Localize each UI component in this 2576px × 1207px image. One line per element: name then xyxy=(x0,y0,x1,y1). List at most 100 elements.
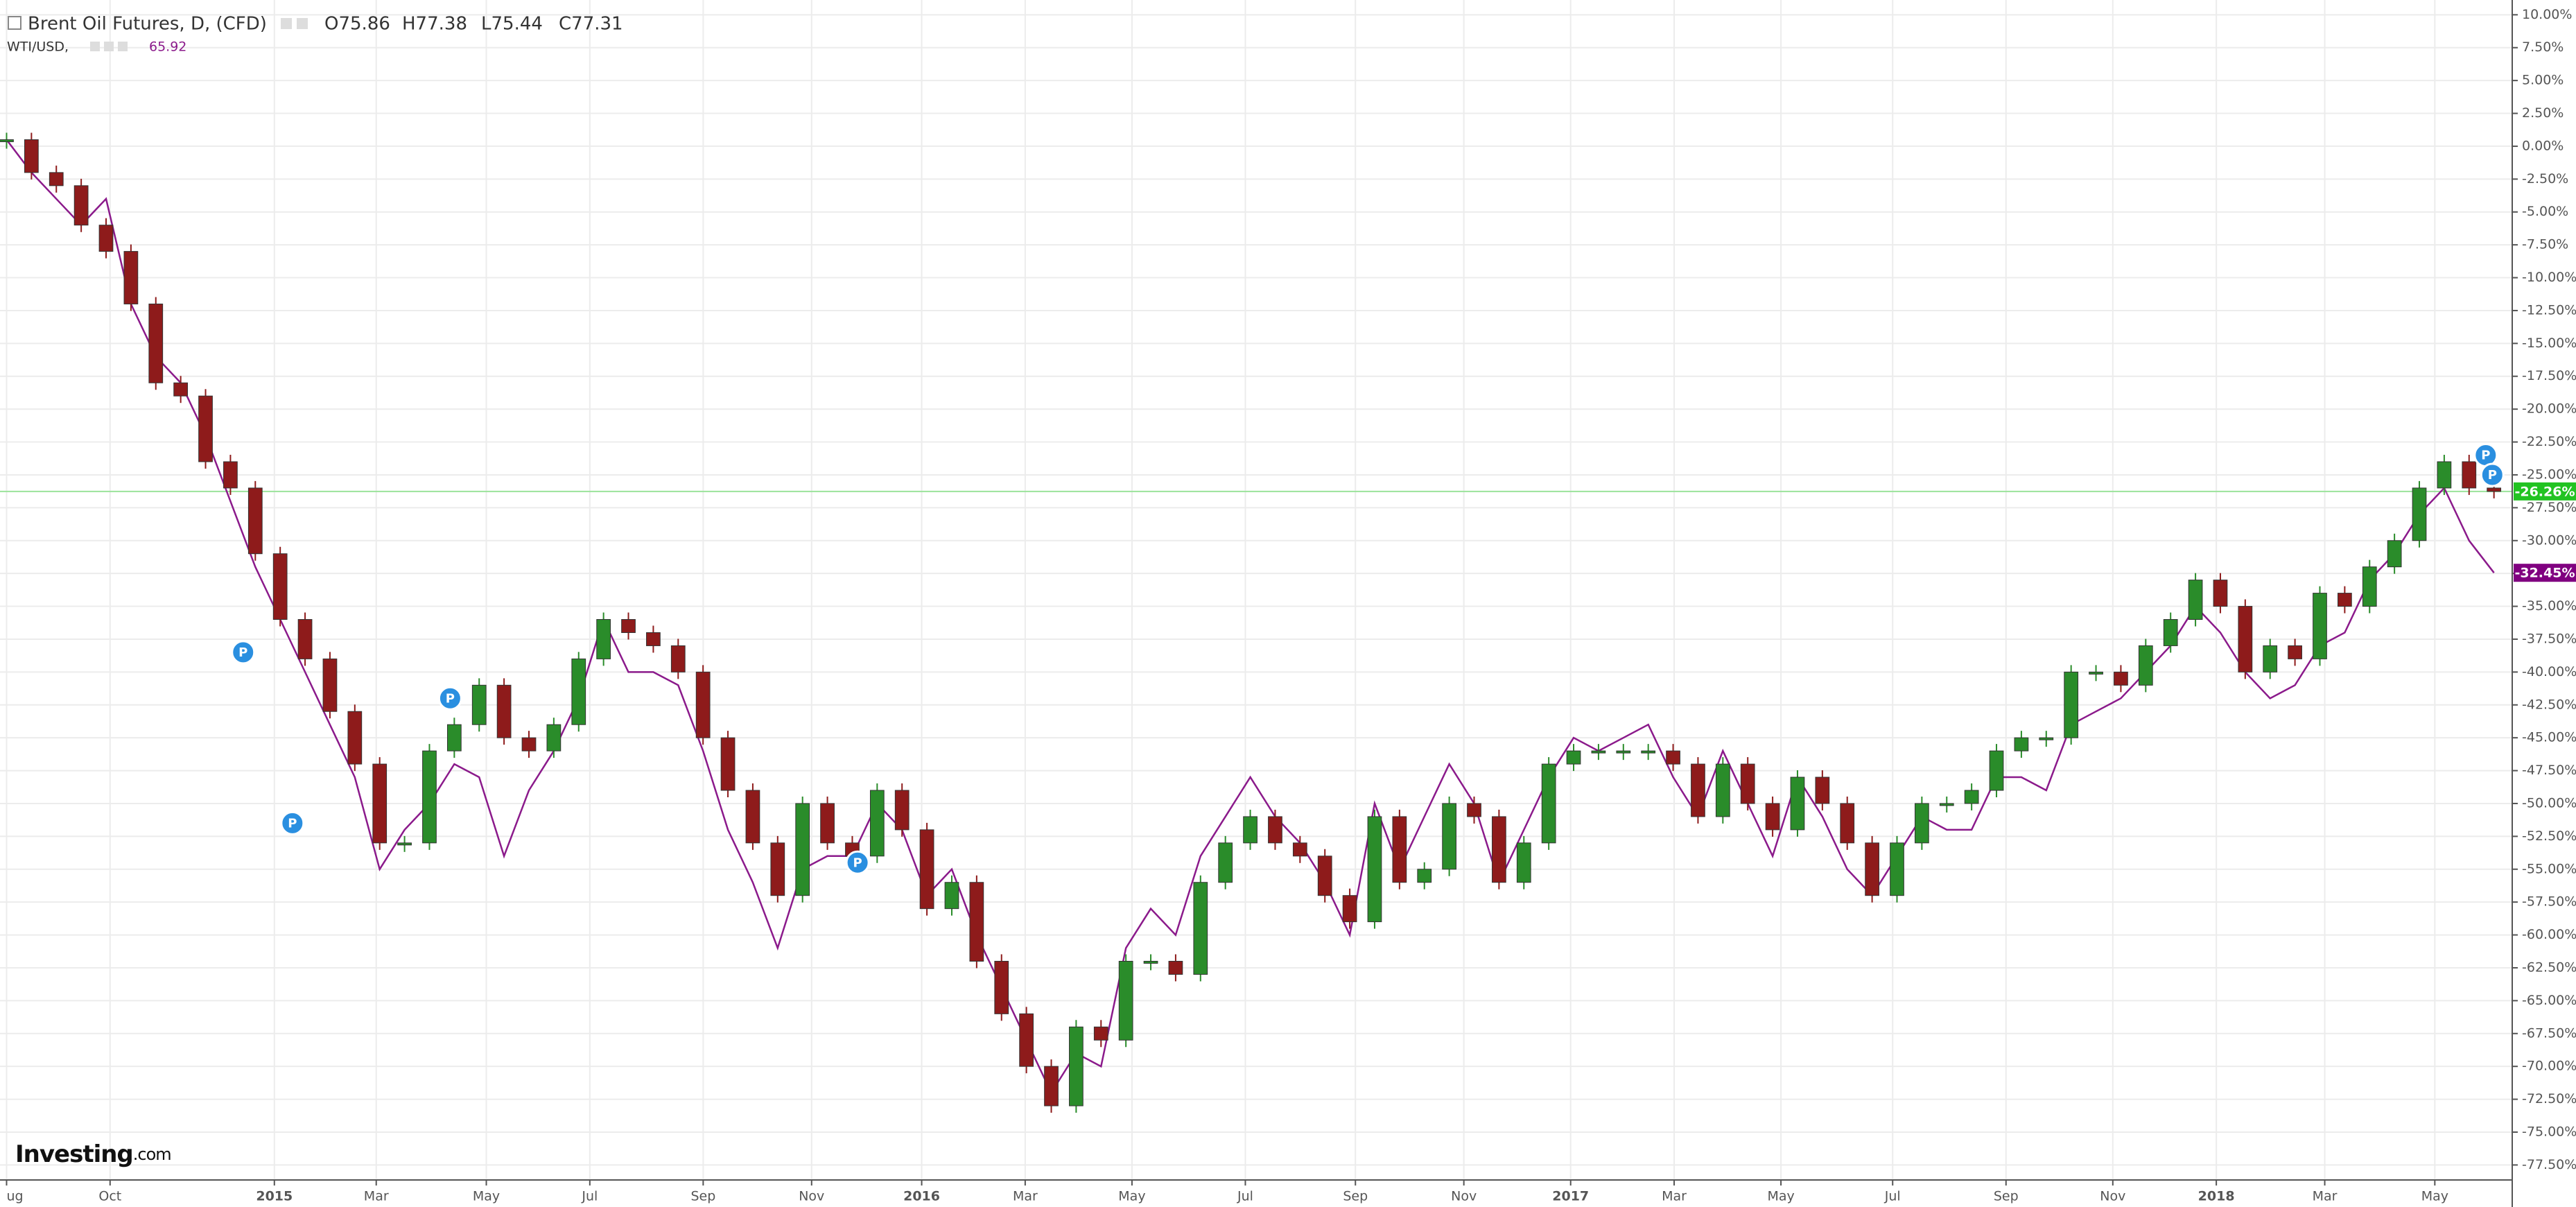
candle xyxy=(49,172,64,186)
candle xyxy=(2288,645,2302,659)
candle xyxy=(1367,816,1382,923)
candle xyxy=(745,790,760,844)
candle xyxy=(2114,671,2128,686)
candle xyxy=(1790,776,1805,831)
y-tick-label: -60.00% xyxy=(2522,927,2576,942)
candle xyxy=(446,724,462,752)
candle xyxy=(1566,750,1581,765)
event-marker xyxy=(231,640,256,665)
series-line xyxy=(6,139,2495,1095)
candle xyxy=(1740,763,1755,804)
event-marker xyxy=(280,810,305,835)
candle xyxy=(994,960,1009,1014)
candle xyxy=(1342,895,1357,923)
x-tick-label: Sep xyxy=(1994,1189,2019,1204)
candle xyxy=(297,619,313,659)
candle xyxy=(720,737,736,791)
x-tick-label: Mar xyxy=(364,1189,389,1204)
candle xyxy=(770,842,785,896)
y-tick-label: -25.00% xyxy=(2522,467,2576,482)
candle xyxy=(2313,593,2327,659)
event-label: P xyxy=(288,816,297,831)
candle xyxy=(546,724,562,752)
candle xyxy=(795,803,810,896)
candle xyxy=(198,395,213,462)
event-label: P xyxy=(853,856,862,870)
y-tick-label: -42.50% xyxy=(2522,697,2576,712)
candle xyxy=(2188,580,2203,620)
candle xyxy=(1691,763,1705,817)
candle xyxy=(1442,803,1456,870)
candle xyxy=(1044,1066,1059,1106)
candle xyxy=(322,658,338,712)
y-tick-label: -75.00% xyxy=(2522,1124,2576,1139)
icon[interactable] xyxy=(297,18,308,29)
y-tick-label: -70.00% xyxy=(2522,1059,2576,1074)
candle xyxy=(372,763,388,844)
x-tick-label: Sep xyxy=(1343,1189,1368,1204)
candle xyxy=(1765,803,1780,831)
candle xyxy=(1939,803,1954,806)
x-tick-label: 2017 xyxy=(1552,1189,1589,1204)
ohlc-close: C77.31 xyxy=(559,14,623,35)
candle xyxy=(2263,645,2278,672)
candle xyxy=(123,251,139,304)
x-tick-label: May xyxy=(2421,1189,2448,1204)
y-tick-label: -52.50% xyxy=(2522,828,2576,844)
event-marker xyxy=(2480,462,2505,487)
candle xyxy=(496,684,512,738)
candle xyxy=(2487,487,2502,492)
candle xyxy=(24,139,39,173)
y-tick-label: 5.00% xyxy=(2522,73,2564,88)
icon[interactable] xyxy=(104,42,114,51)
y-tick-label: -17.50% xyxy=(2522,368,2576,383)
candle xyxy=(1492,816,1506,883)
watermark-main: Investing xyxy=(15,1140,133,1168)
y-tick-label: 7.50% xyxy=(2522,40,2564,55)
x-tick-label: May xyxy=(473,1189,500,1204)
y-tick-label: -77.50% xyxy=(2522,1157,2576,1172)
candle xyxy=(1467,803,1481,817)
event-label: P xyxy=(2488,468,2497,483)
icon[interactable] xyxy=(90,42,100,51)
candle xyxy=(98,225,114,252)
candle xyxy=(1715,763,1730,817)
y-tick-label: 0.00% xyxy=(2522,138,2564,153)
candle xyxy=(1417,869,1432,883)
candle xyxy=(894,790,910,831)
y-tick-label: -15.00% xyxy=(2522,336,2576,351)
candle xyxy=(2163,619,2178,646)
candle xyxy=(695,671,711,738)
candle xyxy=(2014,737,2029,752)
y-tick-label: -47.50% xyxy=(2522,763,2576,778)
candle xyxy=(1541,763,1556,844)
y-tick-label: -5.00% xyxy=(2522,204,2568,219)
x-tick-label: Jul xyxy=(581,1189,598,1204)
y-tick-label: 10.00% xyxy=(2522,7,2572,22)
icon[interactable] xyxy=(281,18,292,29)
x-tick-label: Mar xyxy=(2313,1189,2338,1204)
ohlc-low: L75.44 xyxy=(481,14,543,35)
candle xyxy=(1292,842,1307,857)
event-marker xyxy=(845,850,870,875)
candle xyxy=(1915,803,1929,844)
y-tick-label: -67.50% xyxy=(2522,1025,2576,1041)
candle xyxy=(73,185,89,226)
y-tick-label: -10.00% xyxy=(2522,270,2576,285)
watermark: Investing.com xyxy=(15,1140,171,1168)
candle xyxy=(173,382,189,397)
candle xyxy=(521,737,537,752)
candle xyxy=(1616,750,1631,754)
candle xyxy=(422,750,437,844)
candle xyxy=(969,882,984,962)
y-tick-label: -40.00% xyxy=(2522,664,2576,679)
collapse-icon[interactable] xyxy=(8,16,21,30)
candle xyxy=(2387,540,2402,568)
y-tick-label: -62.50% xyxy=(2522,959,2576,975)
chart-title: Brent Oil Futures, D, (CFD) xyxy=(28,14,267,35)
candle xyxy=(471,684,487,725)
candle xyxy=(1989,750,2004,791)
candle xyxy=(2238,606,2253,672)
x-tick-label: 2018 xyxy=(2198,1189,2235,1204)
icon[interactable] xyxy=(118,42,128,51)
